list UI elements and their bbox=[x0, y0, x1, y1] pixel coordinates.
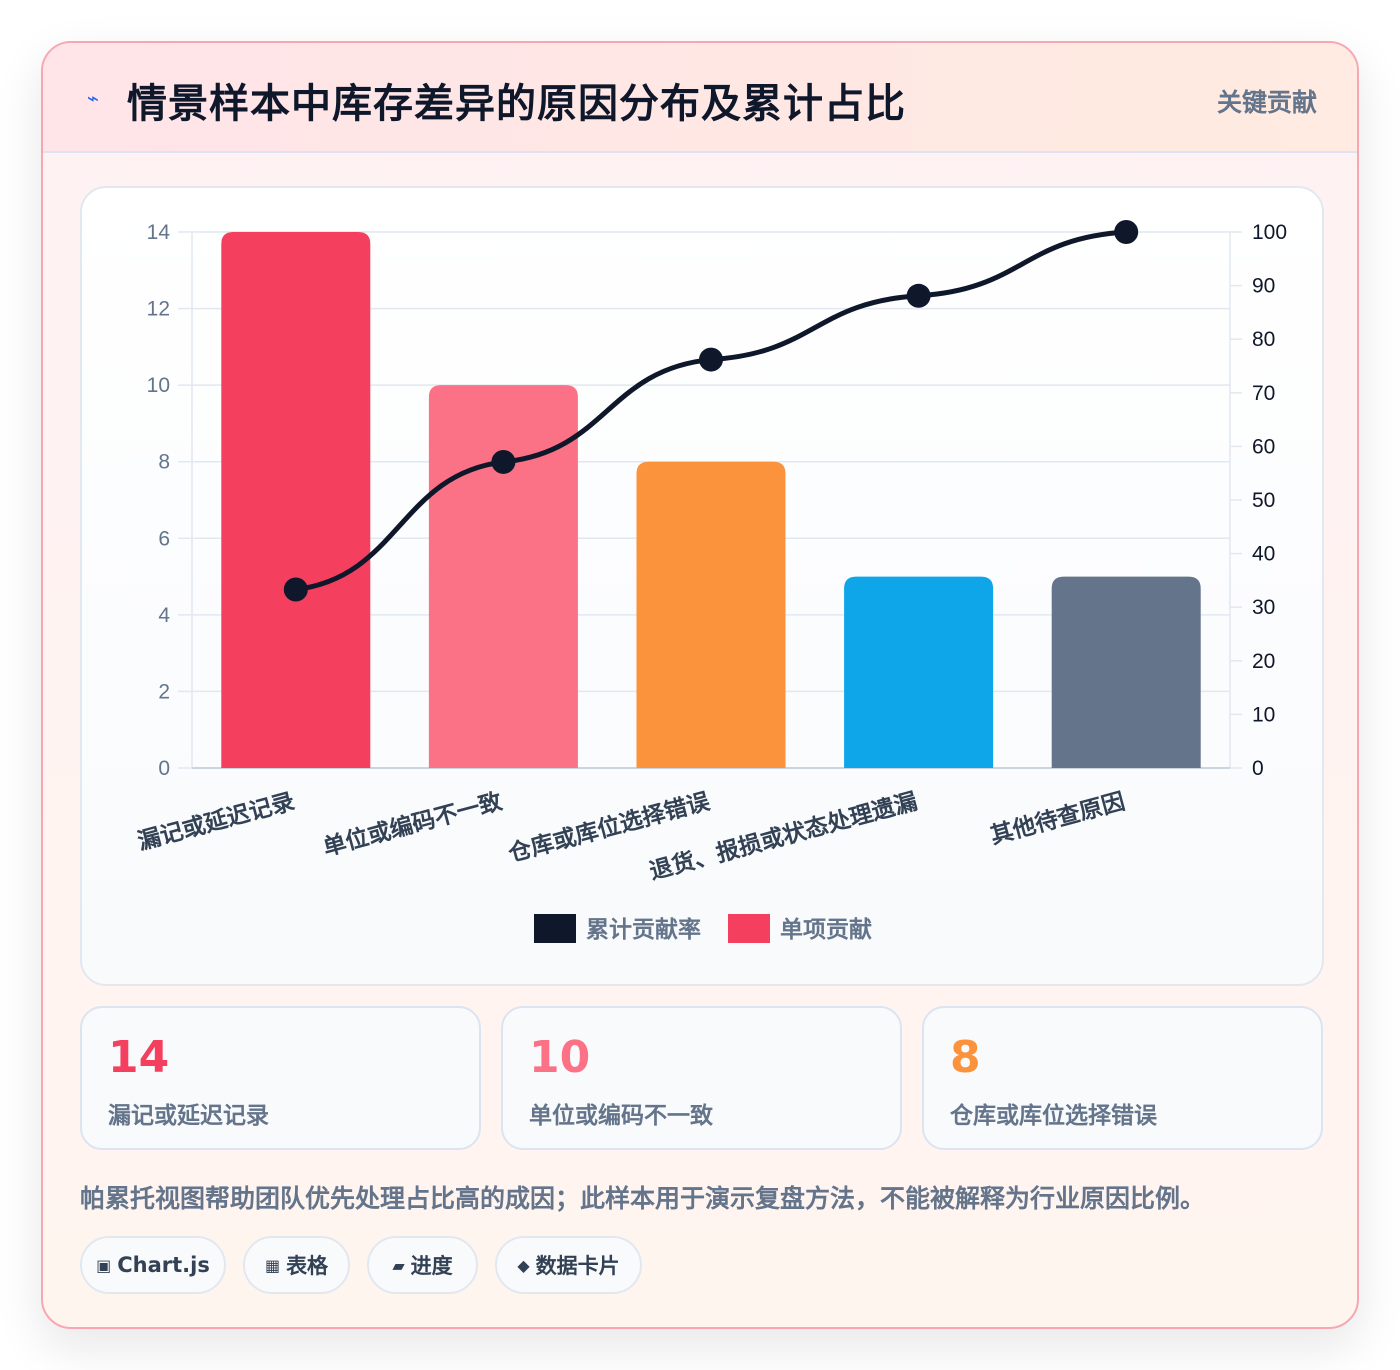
card-icon: ◆ bbox=[517, 1255, 530, 1275]
left-tick-label: 2 bbox=[158, 680, 170, 703]
chart-note: 帕累托视图帮助团队优先处理占比高的成因；此样本用于演示复盘方法，不能被解释为行业… bbox=[80, 1184, 1206, 1213]
right-tick-label: 30 bbox=[1252, 596, 1275, 619]
left-tick-label: 10 bbox=[147, 374, 170, 397]
x-tick-label: 单位或编码不一致 bbox=[320, 787, 506, 861]
progress-icon: ▰ bbox=[392, 1255, 405, 1275]
right-tick-label: 80 bbox=[1252, 328, 1275, 351]
right-tick-label: 100 bbox=[1252, 221, 1287, 244]
right-tick-label: 0 bbox=[1252, 757, 1264, 780]
x-tick-label: 其他待查原因 bbox=[987, 788, 1127, 850]
stat-card: 10 单位或编码不一致 bbox=[501, 1006, 902, 1150]
right-tick-label: 10 bbox=[1252, 703, 1275, 726]
left-tick-label: 8 bbox=[158, 451, 170, 474]
chip-label: 数据卡片 bbox=[535, 1254, 620, 1278]
cumulative-point bbox=[283, 577, 308, 602]
left-tick-label: 4 bbox=[158, 604, 170, 627]
chip-label: 表格 bbox=[286, 1254, 329, 1278]
cumulative-point bbox=[906, 283, 931, 308]
left-tick-label: 6 bbox=[158, 527, 170, 550]
page-title: 情景样本中库存差异的原因分布及累计占比 bbox=[127, 81, 906, 127]
chip-data-card[interactable]: ◆ 数据卡片 bbox=[495, 1236, 642, 1294]
left-tick-label: 0 bbox=[158, 757, 170, 780]
stat-card: 8 仓库或库位选择错误 bbox=[922, 1006, 1323, 1150]
legend-label: 单项贡献 bbox=[780, 917, 872, 943]
bar bbox=[1051, 576, 1201, 768]
stat-card: 14 漏记或延迟记录 bbox=[80, 1006, 481, 1150]
right-tick-label: 70 bbox=[1252, 382, 1275, 405]
stat-value: 14 bbox=[108, 1032, 170, 1083]
chip-label: 进度 bbox=[410, 1254, 453, 1278]
bar bbox=[636, 461, 786, 768]
bar bbox=[428, 385, 578, 768]
card-header: ⌁ 情景样本中库存差异的原因分布及累计占比 关键贡献 bbox=[43, 43, 1357, 153]
right-tick-label: 90 bbox=[1252, 275, 1275, 298]
cumulative-point bbox=[491, 449, 516, 474]
right-tick-label: 60 bbox=[1252, 435, 1275, 458]
legend-swatch bbox=[728, 914, 770, 943]
legend-swatch bbox=[534, 914, 576, 943]
right-tick-label: 20 bbox=[1252, 650, 1275, 673]
bar bbox=[844, 576, 994, 768]
right-tick-label: 50 bbox=[1252, 489, 1275, 512]
chart-icon: ▣ bbox=[96, 1255, 112, 1275]
stat-value: 8 bbox=[950, 1032, 981, 1083]
cumulative-point bbox=[1114, 220, 1139, 244]
stat-label: 单位或编码不一致 bbox=[529, 1103, 713, 1129]
chip-table[interactable]: ▦ 表格 bbox=[243, 1236, 350, 1294]
chart-panel: 0 2 4 6 8 10 12 14 0 10 20 30 40 50 60 70 80 90 100 漏记或延迟记录… bbox=[80, 186, 1324, 986]
header-tag: 关键贡献 bbox=[1216, 88, 1317, 117]
stat-label: 仓库或库位选择错误 bbox=[950, 1103, 1157, 1129]
left-tick-label: 14 bbox=[147, 221, 171, 244]
lightning-icon: ⌁ bbox=[87, 86, 100, 110]
chip-label: Chart.js bbox=[117, 1253, 210, 1277]
left-tick-label: 12 bbox=[147, 298, 170, 321]
table-icon: ▦ bbox=[264, 1255, 281, 1275]
pareto-chart: 0 2 4 6 8 10 12 14 0 10 20 30 40 50 60 70 80 90 100 漏记或延迟记录… bbox=[135, 220, 1287, 943]
bar bbox=[221, 232, 371, 768]
stat-value: 10 bbox=[529, 1032, 591, 1083]
chip-progress[interactable]: ▰ 进度 bbox=[367, 1236, 478, 1294]
stat-label: 漏记或延迟记录 bbox=[108, 1103, 269, 1129]
legend-label: 累计贡献率 bbox=[586, 916, 701, 943]
cumulative-point bbox=[699, 347, 723, 372]
report-card: ⌁ 情景样本中库存差异的原因分布及累计占比 关键贡献 0 2 4 6 8 10 12 14 0 1… bbox=[41, 41, 1359, 1329]
stat-cards: 14 漏记或延迟记录 10 单位或编码不一致 8 仓库或库位选择错误 bbox=[80, 1006, 1324, 1150]
x-tick-label: 漏记或延迟记录 bbox=[135, 789, 297, 856]
chip-chartjs[interactable]: ▣ Chart.js bbox=[80, 1236, 226, 1294]
right-tick-label: 40 bbox=[1252, 543, 1275, 566]
